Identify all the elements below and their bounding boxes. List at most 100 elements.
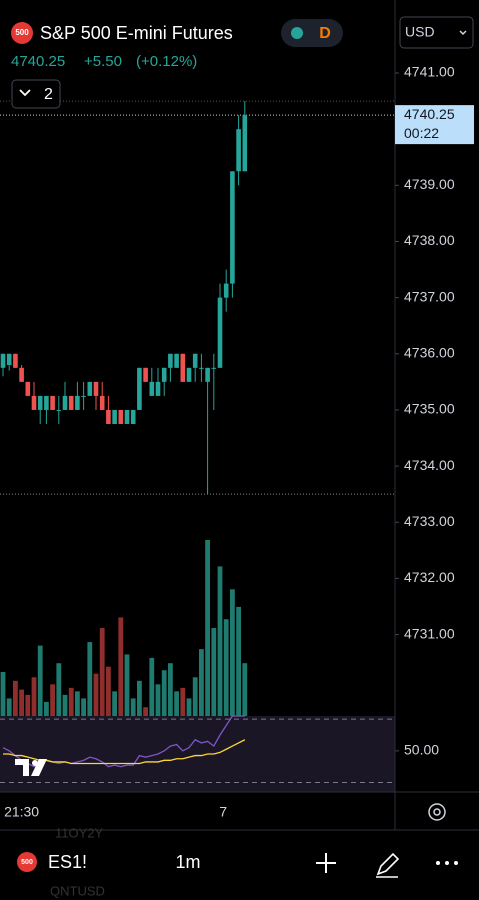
indicator-pane bbox=[0, 716, 395, 792]
volume-bar bbox=[87, 642, 93, 716]
settings-icon[interactable] bbox=[428, 803, 446, 821]
market-status bbox=[291, 27, 303, 39]
candle-body bbox=[174, 353, 179, 368]
badge-text: 500 bbox=[21, 859, 33, 866]
indicator-count: 2 bbox=[44, 86, 53, 103]
add-icon[interactable] bbox=[316, 853, 336, 873]
volume-bar bbox=[143, 707, 148, 716]
volume-bar bbox=[155, 684, 161, 716]
volume-bar bbox=[81, 698, 86, 716]
candle-body bbox=[6, 353, 12, 366]
last-price-label: 4740.25 bbox=[404, 106, 455, 122]
volume-bar bbox=[211, 628, 217, 716]
volume-bar bbox=[25, 694, 31, 716]
x-tick-label: 7 bbox=[219, 804, 227, 820]
y-tick-label: 4737.00 bbox=[404, 288, 455, 304]
candle-body bbox=[242, 115, 248, 172]
candle-body bbox=[37, 395, 43, 410]
candle-body bbox=[149, 381, 155, 396]
y-tick-label: 4738.00 bbox=[404, 232, 455, 248]
candle-body bbox=[186, 367, 192, 382]
candle-body bbox=[217, 297, 223, 368]
x-tick-label: 21:30 bbox=[4, 804, 39, 820]
change-pct: (+0.12%) bbox=[136, 53, 197, 70]
candle-body bbox=[93, 381, 99, 396]
candle-body bbox=[143, 367, 148, 382]
volume-bar bbox=[50, 684, 55, 716]
y-tick-label: 50.00 bbox=[404, 742, 439, 758]
volume-bar bbox=[112, 691, 117, 716]
candle-body bbox=[211, 367, 217, 369]
volume-bar bbox=[130, 698, 136, 716]
candle-body bbox=[31, 395, 37, 410]
candle-body bbox=[87, 381, 93, 396]
volume-bar bbox=[99, 628, 105, 716]
volume-bar bbox=[6, 698, 12, 716]
candle-body bbox=[25, 381, 31, 396]
candle-body bbox=[180, 353, 186, 382]
y-tick-label: 4731.00 bbox=[404, 625, 455, 641]
y-tick-label: 4741.00 bbox=[404, 64, 455, 80]
volume-bar bbox=[174, 691, 179, 716]
volume-bar bbox=[230, 589, 235, 716]
candle-body bbox=[199, 367, 204, 369]
interval[interactable]: 1m bbox=[175, 852, 200, 872]
volume-bar bbox=[236, 606, 241, 716]
volume-bar bbox=[0, 672, 6, 716]
volume-bar bbox=[217, 566, 223, 716]
candle-body bbox=[124, 409, 130, 424]
volume-bar bbox=[192, 677, 198, 716]
countdown: 00:22 bbox=[404, 125, 439, 141]
candle-body bbox=[81, 395, 86, 397]
volume-bar bbox=[37, 645, 43, 716]
last-price-tag bbox=[395, 105, 474, 145]
volume-bar bbox=[13, 680, 18, 716]
candle-body bbox=[56, 409, 62, 411]
candle-body bbox=[192, 353, 198, 368]
price-axis: 4731.00 4732.00 4733.00 4734.00 4735.00 4736.… bbox=[4, 64, 474, 820]
volume-bar bbox=[186, 698, 192, 716]
y-tick-label: 4733.00 bbox=[404, 513, 455, 529]
background-text: 11OY2Y bbox=[55, 825, 104, 840]
status-pill[interactable] bbox=[281, 19, 343, 47]
background-text: QNTUSD bbox=[50, 883, 105, 898]
y-tick-label: 4736.00 bbox=[404, 344, 455, 360]
y-tick-label: 4734.00 bbox=[404, 457, 455, 473]
symbol[interactable]: ES1! bbox=[48, 852, 87, 872]
more-icon[interactable] bbox=[436, 861, 458, 865]
volume-bar bbox=[180, 687, 186, 716]
draw-icon[interactable] bbox=[376, 852, 400, 878]
candle-body bbox=[236, 129, 241, 172]
volume-bar bbox=[62, 694, 68, 716]
volume-bar bbox=[161, 670, 167, 716]
symbol-title[interactable]: S&P 500 E-mini Futures bbox=[40, 23, 233, 43]
y-tick-label: 4732.00 bbox=[404, 569, 455, 585]
candle-body bbox=[106, 409, 111, 424]
symbol-badge[interactable] bbox=[17, 852, 37, 872]
badge-text: 500 bbox=[15, 28, 29, 37]
candle-body bbox=[155, 381, 161, 396]
volume-bar bbox=[199, 649, 204, 716]
volume-bar bbox=[205, 540, 210, 716]
currency-select[interactable] bbox=[399, 16, 474, 49]
volume-bar bbox=[93, 673, 99, 716]
candle-body bbox=[50, 395, 55, 410]
candle-body bbox=[112, 409, 117, 424]
candle-body bbox=[168, 353, 173, 368]
chevron bbox=[459, 30, 467, 36]
candle-body bbox=[0, 353, 6, 368]
candle-body bbox=[118, 409, 124, 424]
collapse-button[interactable] bbox=[11, 79, 61, 109]
volume-bar bbox=[56, 663, 62, 716]
currency: USD bbox=[405, 24, 435, 40]
candle-body bbox=[137, 367, 142, 410]
chart bbox=[0, 100, 395, 716]
symbol-badge[interactable] bbox=[11, 22, 33, 44]
candle-body bbox=[19, 367, 24, 382]
y-tick-label: 4739.00 bbox=[404, 176, 455, 192]
volume-bar bbox=[19, 689, 24, 716]
volume-bar bbox=[106, 666, 111, 716]
chevron bbox=[19, 89, 31, 97]
last-price: 4740.25 bbox=[11, 53, 65, 70]
